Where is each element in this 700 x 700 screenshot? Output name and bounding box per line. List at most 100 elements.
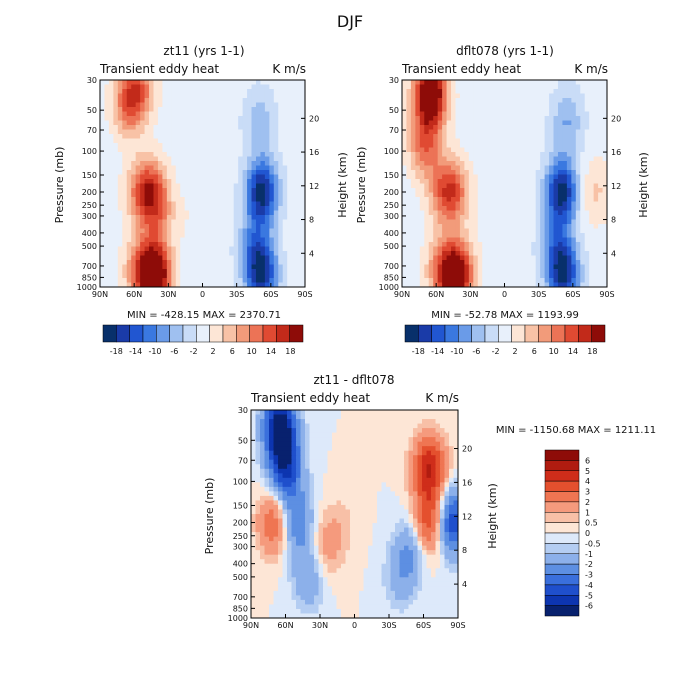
heatmap-cell (402, 111, 407, 117)
heatmap-cell (531, 224, 537, 229)
heatmap-cell (282, 264, 288, 270)
heatmap-cell (296, 282, 302, 288)
heatmap-cell (202, 143, 208, 148)
heatmap-cell (491, 156, 497, 162)
heatmap-cell (419, 228, 425, 234)
heatmap-cell (522, 242, 528, 247)
heatmap-cell (566, 147, 572, 153)
heatmap-cell (140, 242, 146, 247)
heatmap-cell (100, 255, 105, 261)
heatmap-cell (135, 251, 141, 256)
heatmap-cell (464, 192, 470, 198)
heatmap-cell (491, 84, 497, 90)
heatmap-cell (278, 116, 284, 121)
heatmap-cell (180, 84, 186, 90)
heatmap-cell (486, 156, 492, 162)
heatmap-cell (117, 89, 123, 94)
heatmap-cell (473, 255, 479, 261)
heatmap-cell (455, 219, 461, 225)
heatmap-cell (126, 219, 132, 225)
heatmap-cell (255, 255, 261, 261)
heatmap-cell (553, 111, 559, 117)
heatmap-cell (540, 80, 546, 85)
heatmap-cell (144, 260, 150, 265)
heatmap-cell (131, 129, 137, 135)
heatmap-cell (104, 174, 110, 180)
heatmap-cell (229, 80, 235, 85)
heatmap-cell (415, 206, 421, 211)
heatmap-cell (144, 161, 150, 166)
heatmap-cell (149, 251, 154, 256)
heatmap-cell (419, 129, 425, 135)
heatmap-cell (242, 89, 248, 94)
heatmap-cell (531, 219, 537, 225)
heatmap-cell (287, 233, 293, 238)
heatmap-cell (477, 206, 483, 211)
heatmap-cell (402, 156, 407, 162)
heatmap-cell (206, 120, 212, 126)
heatmap-cell (442, 120, 448, 126)
heatmap-cell (446, 260, 452, 265)
heatmap-cell (291, 201, 297, 207)
heatmap-cell (140, 224, 146, 229)
heatmap-cell (549, 134, 555, 139)
heatmap-cell (544, 98, 550, 103)
heatmap-cell (113, 107, 119, 112)
heatmap-cell (553, 219, 559, 225)
heatmap-cell (157, 161, 163, 166)
heatmap-cell (229, 210, 235, 216)
heatmap-cell (377, 441, 382, 447)
heatmap-cell (269, 156, 275, 162)
heatmap-cell (269, 219, 275, 225)
heatmap-cell (220, 179, 226, 184)
heatmap-cell (562, 102, 568, 108)
heatmap-cell (593, 147, 599, 153)
heatmap-cell (535, 197, 541, 202)
heatmap-cell (189, 255, 195, 261)
heatmap-cell (602, 273, 608, 279)
heatmap-cell (278, 251, 284, 256)
heatmap-cell (291, 237, 297, 243)
heatmap-cell (424, 219, 430, 225)
heatmap-cell (468, 143, 474, 148)
heatmap-cell (575, 138, 581, 144)
heatmap-cell (464, 120, 470, 126)
heatmap-cell (544, 278, 550, 283)
heatmap-cell (184, 129, 190, 135)
heatmap-cell (100, 228, 105, 234)
heatmap-cell (300, 446, 306, 452)
heatmap-cell (175, 138, 181, 144)
heatmap-cell (233, 197, 239, 202)
heatmap-cell (562, 143, 568, 148)
heatmap-cell (314, 414, 319, 420)
heatmap-cell (100, 192, 105, 198)
heatmap-cell (153, 228, 159, 234)
heatmap-cell (341, 437, 346, 443)
heatmap-cell (531, 152, 537, 157)
heatmap-cell (273, 201, 279, 207)
y-tick-label: 850 (82, 273, 97, 282)
heatmap-cell (544, 170, 550, 175)
heatmap-cell (220, 143, 226, 148)
heatmap-cell (113, 134, 119, 139)
heatmap-cell (446, 138, 452, 144)
heatmap-cell (390, 437, 396, 443)
heatmap-cell (206, 89, 212, 94)
heatmap-cell (526, 129, 532, 135)
heatmap-cell (287, 450, 292, 456)
heatmap-cell (580, 233, 586, 238)
heatmap-cell (184, 228, 190, 234)
panel1-units: K m/s (272, 62, 306, 76)
heatmap-cell (153, 215, 159, 220)
heatmap-cell (486, 120, 492, 126)
heatmap-cell (428, 255, 434, 261)
heatmap-cell (300, 264, 306, 270)
heatmap-cell (451, 224, 456, 229)
heatmap-cell (413, 428, 418, 434)
heatmap-cell (162, 111, 168, 117)
heatmap-cell (513, 116, 519, 121)
heatmap-cell (255, 129, 261, 135)
heatmap-cell (482, 219, 488, 225)
heatmap-cell (184, 255, 190, 261)
heatmap-cell (584, 210, 590, 216)
